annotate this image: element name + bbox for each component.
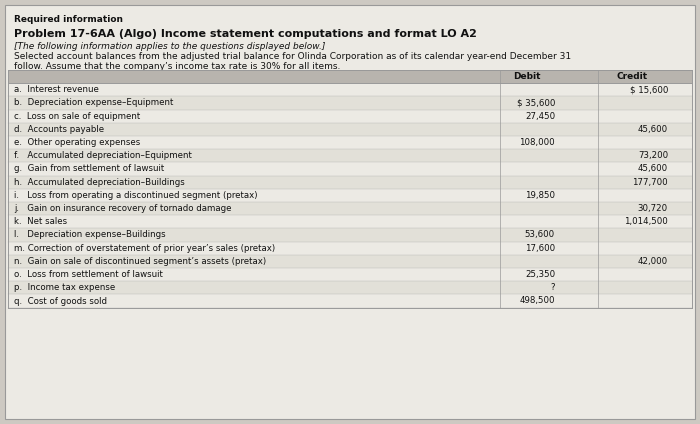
Text: 27,450: 27,450 bbox=[525, 112, 555, 121]
Text: 73,200: 73,200 bbox=[638, 151, 668, 160]
Bar bbox=[8, 123, 692, 136]
Bar bbox=[8, 294, 692, 307]
Text: d.  Accounts payable: d. Accounts payable bbox=[14, 125, 104, 134]
Text: Selected account balances from the adjusted trial balance for Olinda Corporation: Selected account balances from the adjus… bbox=[14, 52, 571, 61]
Bar bbox=[8, 215, 692, 229]
Text: 17,600: 17,600 bbox=[525, 244, 555, 253]
Bar bbox=[8, 202, 692, 215]
Bar bbox=[8, 149, 692, 162]
Text: 30,720: 30,720 bbox=[638, 204, 668, 213]
Text: e.  Other operating expenses: e. Other operating expenses bbox=[14, 138, 140, 147]
Text: 177,700: 177,700 bbox=[632, 178, 668, 187]
Text: 1,014,500: 1,014,500 bbox=[624, 217, 668, 226]
Text: f.   Accumulated depreciation–Equipment: f. Accumulated depreciation–Equipment bbox=[14, 151, 192, 160]
Text: $ 15,600: $ 15,600 bbox=[629, 85, 668, 94]
Bar bbox=[8, 255, 692, 268]
Text: 19,850: 19,850 bbox=[525, 191, 555, 200]
Text: Credit: Credit bbox=[617, 72, 648, 81]
Bar bbox=[8, 70, 692, 83]
Text: Debit: Debit bbox=[513, 72, 540, 81]
Bar bbox=[8, 96, 692, 109]
Bar bbox=[8, 189, 692, 202]
Text: $ 35,600: $ 35,600 bbox=[517, 98, 555, 108]
Text: [The following information applies to the questions displayed below.]: [The following information applies to th… bbox=[14, 42, 326, 51]
Bar bbox=[8, 109, 692, 123]
Text: q.  Cost of goods sold: q. Cost of goods sold bbox=[14, 296, 107, 306]
Text: m. Correction of overstatement of prior year’s sales (pretax): m. Correction of overstatement of prior … bbox=[14, 244, 275, 253]
Bar bbox=[8, 83, 692, 96]
Bar bbox=[8, 162, 692, 176]
Text: o.  Loss from settlement of lawsuit: o. Loss from settlement of lawsuit bbox=[14, 270, 163, 279]
Text: l.   Depreciation expense–Buildings: l. Depreciation expense–Buildings bbox=[14, 231, 166, 240]
Text: 42,000: 42,000 bbox=[638, 257, 668, 266]
Text: g.  Gain from settlement of lawsuit: g. Gain from settlement of lawsuit bbox=[14, 165, 164, 173]
Text: follow. Assume that the company’s income tax rate is 30% for all items.: follow. Assume that the company’s income… bbox=[14, 62, 340, 71]
Text: 108,000: 108,000 bbox=[519, 138, 555, 147]
Text: Problem 17-6AA (Algo) Income statement computations and format LO A2: Problem 17-6AA (Algo) Income statement c… bbox=[14, 29, 477, 39]
Bar bbox=[8, 242, 692, 255]
Text: ?: ? bbox=[550, 283, 555, 292]
Text: 498,500: 498,500 bbox=[519, 296, 555, 306]
Text: 45,600: 45,600 bbox=[638, 165, 668, 173]
Text: p.  Income tax expense: p. Income tax expense bbox=[14, 283, 116, 292]
Text: a.  Interest revenue: a. Interest revenue bbox=[14, 85, 99, 94]
Bar bbox=[8, 136, 692, 149]
Text: Required information: Required information bbox=[14, 15, 123, 24]
Bar bbox=[8, 229, 692, 242]
Text: 25,350: 25,350 bbox=[525, 270, 555, 279]
Text: c.  Loss on sale of equipment: c. Loss on sale of equipment bbox=[14, 112, 140, 121]
Bar bbox=[8, 281, 692, 294]
Text: 45,600: 45,600 bbox=[638, 125, 668, 134]
Text: b.  Depreciation expense–Equipment: b. Depreciation expense–Equipment bbox=[14, 98, 174, 108]
Text: i.   Loss from operating a discontinued segment (pretax): i. Loss from operating a discontinued se… bbox=[14, 191, 258, 200]
Text: n.  Gain on sale of discontinued segment’s assets (pretax): n. Gain on sale of discontinued segment’… bbox=[14, 257, 266, 266]
Text: j.   Gain on insurance recovery of tornado damage: j. Gain on insurance recovery of tornado… bbox=[14, 204, 232, 213]
Text: k.  Net sales: k. Net sales bbox=[14, 217, 67, 226]
Bar bbox=[8, 176, 692, 189]
Text: h.  Accumulated depreciation–Buildings: h. Accumulated depreciation–Buildings bbox=[14, 178, 185, 187]
Text: 53,600: 53,600 bbox=[525, 231, 555, 240]
Bar bbox=[8, 268, 692, 281]
